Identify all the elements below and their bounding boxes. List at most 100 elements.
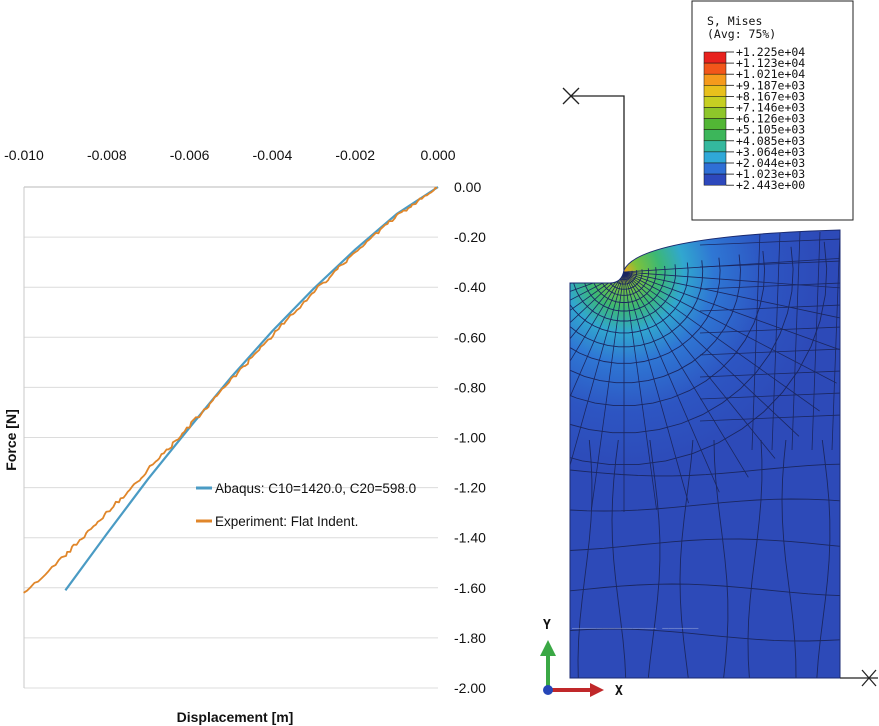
x-tick-label: -0.002 <box>335 147 375 163</box>
mesh-row <box>699 414 840 422</box>
color-bar-level-label: +6.126e+03 <box>736 112 805 126</box>
coordinate-triad: Y X <box>540 618 623 699</box>
y-tick-labels: 0.00 -0.20 -0.40 -0.60 -0.80 -1.00 -1.20 -1.40 -… <box>454 179 486 696</box>
x-tick-label: -0.010 <box>4 147 44 163</box>
color-bar-swatch <box>703 118 727 130</box>
y-tick-label: -1.20 <box>454 480 486 496</box>
chart-legend: Abaqus: C10=1420.0, C20=598.0 Experiment… <box>196 481 416 529</box>
mesh-row <box>570 498 840 512</box>
legend-label-abaqus: Abaqus: C10=1420.0, C20=598.0 <box>215 481 416 496</box>
color-bar-level-label: +1.123e+04 <box>736 56 805 70</box>
color-bar-level-label: +7.146e+03 <box>736 101 805 115</box>
mesh-col <box>791 231 801 451</box>
y-tick-label: 0.00 <box>454 179 481 195</box>
series-line-abaqus <box>64 186 439 591</box>
x-axis-title: Displacement [m] <box>177 709 294 725</box>
mesh-col <box>747 439 763 678</box>
y-tick-label: -0.60 <box>454 329 486 345</box>
mesh-radial <box>570 271 625 459</box>
y-tick-label: -1.40 <box>454 530 486 546</box>
y-tick-label: -0.80 <box>454 379 486 395</box>
mesh-col <box>647 439 661 678</box>
color-bar-swatch <box>703 173 727 186</box>
mesh-row <box>570 583 840 597</box>
color-bar-swatch <box>703 62 727 75</box>
mesh-radial <box>591 271 625 510</box>
mesh-col <box>771 231 781 451</box>
mesh-radial <box>623 271 840 290</box>
mesh-radial <box>623 271 820 412</box>
x-tick-label: -0.004 <box>253 147 293 163</box>
mises-contour-plot: —————————————— —————— Y X S, Mises (Avg:… <box>540 0 878 699</box>
mesh-row <box>699 238 840 246</box>
color-bar-level-label: +1.023e+03 <box>736 167 805 181</box>
color-bar-level-label: +1.225e+04 <box>736 45 805 59</box>
mesh-row <box>570 463 840 477</box>
color-bar-level-label: +3.064e+03 <box>736 145 805 159</box>
color-bar-level-label: +2.044e+03 <box>736 156 805 170</box>
mesh-col <box>611 439 627 678</box>
indenter-ref-point-marker <box>562 87 580 105</box>
mesh-row <box>699 260 840 268</box>
base-ref-point-marker <box>840 669 878 687</box>
body-outline <box>569 229 841 679</box>
stress-legend: S, Mises (Avg: 75%) +1.225e+04+1.123e+04… <box>691 0 854 221</box>
gridlines <box>23 186 438 689</box>
color-bar-swatch <box>703 151 727 164</box>
stress-legend-title: S, Mises <box>707 14 762 28</box>
mesh-col <box>831 231 840 451</box>
color-bar-level-label: +4.085e+03 <box>736 134 805 148</box>
mesh-radial <box>623 271 776 459</box>
x-tick-labels: -0.010 -0.008 -0.006 -0.004 -0.002 0.000 <box>4 147 456 163</box>
color-bar-swatch <box>703 51 727 64</box>
mesh-radial <box>570 271 625 412</box>
mesh-radial <box>570 271 625 354</box>
y-tick-label: -1.60 <box>454 580 486 596</box>
mesh-radial <box>570 271 625 437</box>
legend-label-experiment: Experiment: Flat Indent. <box>215 514 358 529</box>
mesh-col <box>781 439 797 678</box>
mesh-radial <box>623 271 837 384</box>
y-axis-title: Force [N] <box>3 409 19 470</box>
mesh-radial <box>623 271 689 504</box>
indenter-outline <box>572 95 625 270</box>
y-tick-label: -2.00 <box>454 680 486 696</box>
mesh-radial <box>570 271 625 493</box>
color-bar-swatch <box>703 107 727 119</box>
mesh-radial <box>623 271 840 354</box>
color-bar-swatch <box>703 73 727 86</box>
mesh-col <box>577 439 593 678</box>
mesh-col <box>713 439 729 678</box>
mesh-col <box>816 439 831 678</box>
color-bar-swatch <box>703 129 727 142</box>
mesh-row <box>699 392 840 400</box>
series-line-experiment <box>23 186 438 594</box>
color-bar-swatch <box>703 140 727 153</box>
triad-y-label: Y <box>543 618 551 633</box>
y-tick-label: -0.40 <box>454 279 486 295</box>
y-tick-label: -0.20 <box>454 229 486 245</box>
mesh-radial <box>570 271 625 478</box>
mesh-row <box>570 538 840 551</box>
mesh-col <box>751 231 761 451</box>
x-tick-label: 0.000 <box>420 147 455 163</box>
color-bar-level-label: +1.021e+04 <box>736 67 805 81</box>
mesh-col <box>679 439 694 678</box>
mesh-radial <box>623 271 720 493</box>
color-bar-swatch <box>703 85 727 97</box>
mesh-radial <box>623 271 840 323</box>
color-bar-level-label: +9.187e+03 <box>736 78 805 92</box>
x-tick-label: -0.008 <box>87 147 127 163</box>
mesh-row <box>570 628 840 642</box>
mesh-watermark-text: —————————————— —————— <box>572 623 699 634</box>
mesh-row <box>699 370 840 378</box>
mesh-radial <box>570 271 625 384</box>
stress-legend-subtitle: (Avg: 75%) <box>707 27 776 41</box>
mesh-row <box>699 348 840 356</box>
mesh-radial <box>623 271 657 510</box>
color-bar-level-label: +8.167e+03 <box>736 89 805 103</box>
mesh-radial <box>570 256 625 273</box>
color-bar-swatch <box>703 96 727 108</box>
mesh-row <box>699 326 840 334</box>
color-bar-level-label: +2.443e+00 <box>736 178 805 192</box>
